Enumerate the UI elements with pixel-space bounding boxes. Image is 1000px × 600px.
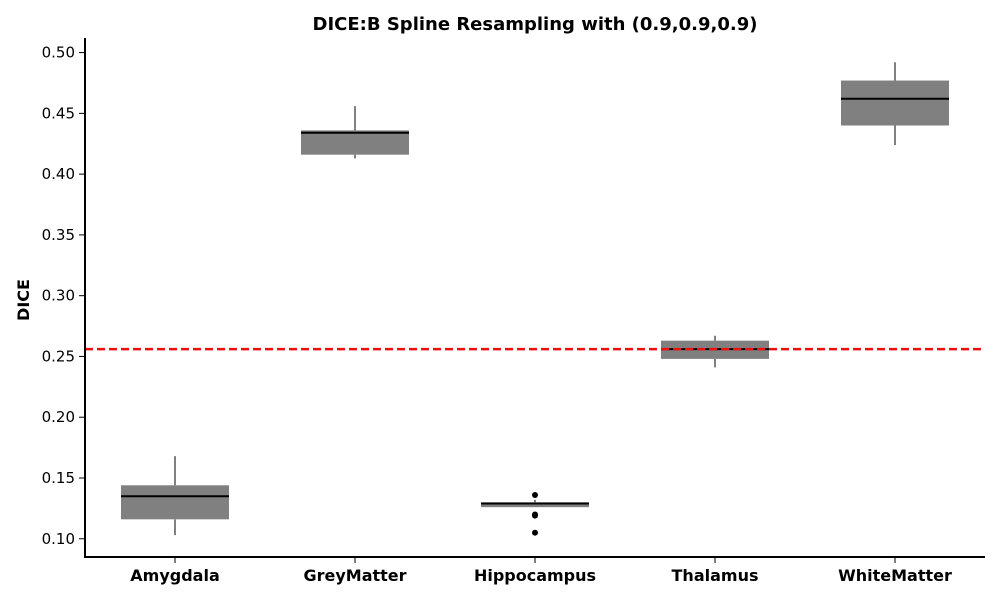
y-tick-label: 0.20 (42, 408, 75, 426)
box-body (841, 80, 949, 126)
x-tick-label: Hippocampus (474, 566, 596, 585)
box-body (121, 485, 229, 520)
y-tick-label: 0.30 (42, 287, 75, 305)
box-group (841, 62, 949, 145)
y-tick-label: 0.50 (42, 44, 75, 62)
box-group (661, 335, 769, 368)
chart-title: DICE:B Spline Resampling with (0.9,0.9,0… (313, 14, 758, 35)
y-axis-label: DICE (14, 279, 33, 321)
box-group (481, 492, 589, 536)
y-tick-label: 0.40 (42, 165, 75, 183)
box-group (301, 106, 409, 159)
y-tick-label: 0.35 (42, 226, 75, 244)
outlier-point (532, 529, 538, 536)
x-tick-label: WhiteMatter (838, 566, 952, 585)
x-tick-label: Amygdala (130, 566, 219, 585)
y-tick-label: 0.15 (42, 469, 75, 487)
y-tick-label: 0.10 (42, 530, 75, 548)
box-body (301, 130, 409, 155)
plot-area (85, 62, 985, 536)
box-body (481, 502, 589, 508)
outlier-point (532, 492, 538, 499)
y-tick-label: 0.25 (42, 347, 75, 365)
box-group (121, 456, 229, 536)
y-tick-label: 0.45 (42, 104, 75, 122)
outlier-point (532, 512, 538, 519)
x-tick-label: GreyMatter (303, 566, 406, 585)
x-tick-label: Thalamus (672, 566, 759, 585)
